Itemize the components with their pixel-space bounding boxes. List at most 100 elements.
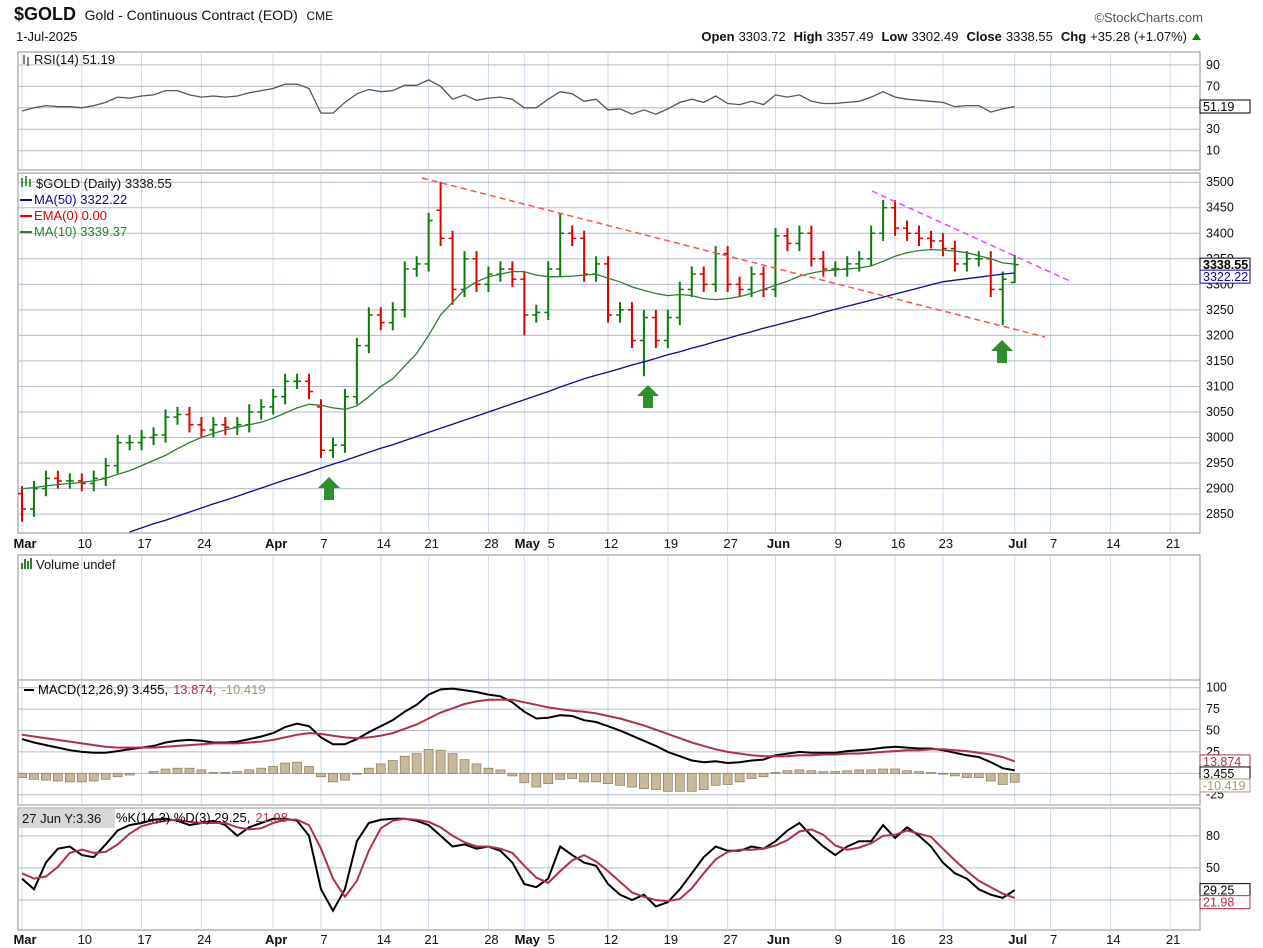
tooltip-text: 27 Jun Y:3.36	[22, 811, 101, 826]
histogram-bar	[914, 771, 924, 774]
y-tick-label: 3100	[1206, 379, 1234, 393]
histogram-bar	[124, 772, 135, 776]
x-tick-label: 14	[377, 536, 391, 551]
x-tick-label: Jun	[767, 932, 790, 947]
x-tick-label: 5	[548, 536, 555, 551]
tooltip	[19, 809, 115, 828]
histogram-bar	[938, 772, 948, 775]
y-tick-label: 3200	[1206, 328, 1234, 342]
y-tick-label: 2950	[1206, 456, 1234, 470]
histogram-bar	[280, 762, 290, 774]
quote-label: High	[794, 29, 823, 44]
x-tick-label: 17	[137, 536, 151, 551]
value-badge-label: -10.419	[1203, 779, 1245, 793]
panel-title: RSI(14) 51.19	[34, 52, 115, 67]
histogram-bar	[64, 772, 75, 783]
legend-entry: MACD(12,26,9) 3.455,	[38, 682, 168, 697]
x-tick-label: 7	[320, 536, 327, 551]
value-badge-label: 51.19	[1203, 100, 1234, 114]
y-tick-label: 75	[1206, 702, 1220, 716]
histogram-bar	[686, 772, 697, 792]
x-tick-label: 28	[484, 536, 498, 551]
histogram-bar	[41, 772, 51, 781]
legend-icon	[21, 558, 32, 569]
y-tick-label: 90	[1206, 58, 1220, 72]
value-badge-label: 21.98	[1203, 896, 1234, 910]
histogram-bar	[495, 769, 506, 774]
x-tick-label: Jul	[1008, 932, 1027, 947]
histogram-bar	[423, 748, 434, 774]
legend-entry: -10.419	[221, 682, 265, 697]
x-tick-label: 9	[835, 932, 842, 947]
x-tick-label: 17	[137, 932, 151, 947]
histogram-bar	[746, 772, 757, 779]
x-tick-label: 10	[78, 536, 92, 551]
histogram-bar	[961, 772, 972, 778]
x-tick-label: 16	[891, 932, 905, 947]
trend-line	[871, 190, 1073, 283]
quote-line: Open 3303.72 High 3357.49 Low 3302.49 Close 333…	[701, 29, 1187, 44]
histogram-bar	[507, 772, 518, 777]
histogram-bar	[100, 772, 111, 780]
x-tick-label: 23	[939, 536, 953, 551]
exchange: CME	[306, 9, 333, 23]
histogram-bar	[411, 753, 422, 774]
histogram-bar	[340, 772, 350, 781]
histogram-bar	[639, 772, 649, 790]
y-tick-label: 3050	[1206, 405, 1234, 419]
histogram-bar	[375, 763, 386, 774]
legend-entry: %K(14,3) %D(3) 29.25,	[116, 810, 250, 825]
value-badge-label: 29.25	[1203, 884, 1234, 898]
y-tick-label: 100	[1206, 681, 1227, 695]
x-tick-label: Mar	[13, 932, 36, 947]
quote-label: Low	[881, 29, 908, 44]
histogram-bar	[292, 761, 302, 774]
legend-entry: MA(10) 3339.37	[34, 224, 127, 239]
histogram-bar	[244, 769, 255, 774]
histogram-bar	[471, 763, 482, 774]
histogram-bar	[256, 767, 267, 774]
x-tick-label: 10	[78, 932, 92, 947]
plot-marks	[21, 79, 1015, 115]
series-line	[21, 817, 1016, 903]
histogram-bar	[363, 767, 374, 774]
histogram-bar	[160, 768, 171, 774]
x-tick-label: 14	[1106, 536, 1120, 551]
y-tick-label: 70	[1206, 79, 1220, 93]
date: 1-Jul-2025	[16, 29, 77, 44]
y-tick-label: 2900	[1206, 482, 1234, 496]
y-tick-label: 10	[1206, 144, 1220, 158]
histogram-bar	[794, 769, 805, 774]
x-tick-label: 5	[548, 932, 555, 947]
histogram-bar	[973, 772, 984, 778]
histogram-bar	[662, 772, 673, 792]
histogram-bar	[483, 767, 494, 774]
legend-entry: 21.98	[255, 810, 288, 825]
histogram-bar	[148, 771, 159, 774]
quote-value: 3303.72	[739, 29, 786, 44]
quote-value: 3302.49	[911, 29, 958, 44]
histogram-bar	[76, 772, 87, 783]
x-tick-label: 7	[1050, 932, 1057, 947]
histogram-bar	[29, 772, 39, 780]
histogram-bar	[722, 772, 733, 785]
annotations	[318, 177, 1073, 500]
quote-label: Close	[966, 29, 1001, 44]
up-triangle	[1192, 33, 1201, 40]
y-tick-label: 80	[1206, 829, 1220, 843]
x-tick-label: Jun	[767, 536, 790, 551]
x-tick-label: 24	[197, 536, 211, 551]
y-tick-label: 50	[1206, 724, 1220, 738]
plot-marks	[18, 182, 1019, 533]
series-line	[21, 698, 1016, 763]
x-tick-label: 27	[723, 932, 737, 947]
legend-icon	[23, 55, 29, 66]
value-badge-label: 3338.55	[1203, 258, 1248, 272]
legend: MACD(12,26,9) 3.455, 13.874, -10.419	[38, 682, 266, 697]
histogram-bar	[435, 749, 446, 774]
quote-label: Chg	[1061, 29, 1086, 44]
histogram-bar	[352, 772, 362, 775]
histogram-bar	[53, 772, 63, 782]
y-tick-label: 30	[1206, 122, 1220, 136]
